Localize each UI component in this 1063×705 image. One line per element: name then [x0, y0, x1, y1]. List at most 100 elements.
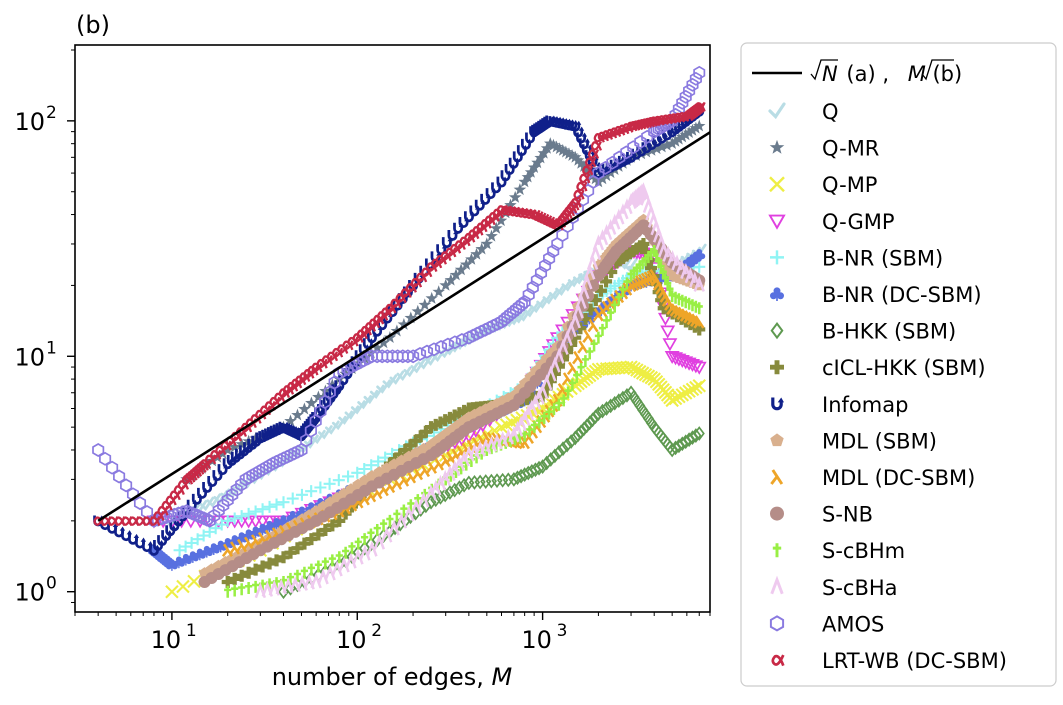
trail-point — [407, 499, 415, 512]
trail-point — [373, 523, 381, 536]
trail-point — [395, 512, 408, 529]
trail-point — [342, 470, 355, 483]
trail-point — [611, 300, 619, 313]
legend-marker — [769, 615, 785, 632]
trail-point — [270, 498, 283, 511]
trail-point — [511, 420, 524, 437]
trail-point — [604, 218, 617, 235]
data-point — [439, 454, 451, 468]
y-tick-exponent: 1 — [46, 338, 57, 358]
trail-point — [439, 469, 451, 486]
data-point — [277, 551, 290, 564]
sqrt-symbol-n — [810, 59, 838, 81]
legend-item-q-gmp: Q-GMP — [768, 210, 895, 234]
data-point — [295, 443, 308, 457]
trail-point — [590, 140, 602, 151]
trail-point — [286, 492, 299, 505]
data-point — [693, 249, 706, 261]
trail-point — [291, 408, 304, 421]
data-point — [648, 124, 661, 139]
trail-point — [617, 203, 629, 220]
trail-point — [613, 393, 625, 409]
trail-point — [295, 375, 307, 386]
legend-marker — [770, 287, 784, 301]
y-tick-exponent: 2 — [46, 103, 57, 123]
trail-point — [586, 253, 599, 270]
legend-item-s-nb: S-NB — [770, 503, 873, 527]
trail-point — [533, 388, 545, 405]
trail-point — [430, 492, 442, 508]
legend-item-q: Q — [768, 100, 839, 124]
series-infomap — [93, 105, 706, 556]
legend-marker — [770, 321, 784, 340]
trail-point — [187, 574, 201, 589]
trail-point — [479, 322, 492, 337]
trail-point — [584, 415, 596, 431]
trail-point — [530, 420, 539, 433]
trail-point — [168, 507, 181, 522]
trail-point — [298, 537, 311, 550]
trail-point — [256, 503, 269, 516]
data-point — [567, 273, 583, 288]
trail-point — [226, 487, 239, 502]
legend-item-s-cbha: S-cBHa — [770, 575, 898, 600]
legend-marker — [770, 433, 784, 447]
trail-point — [203, 525, 216, 538]
trail-point — [377, 336, 390, 349]
y-tick-label: 10 — [14, 108, 45, 136]
trail-point — [228, 572, 241, 585]
data-point — [592, 406, 604, 422]
trail-point — [309, 414, 322, 429]
data-point — [693, 65, 706, 80]
trail-point — [453, 455, 466, 472]
trail-point — [550, 403, 558, 416]
trail-point — [494, 214, 508, 227]
trail-point — [660, 138, 674, 151]
trail-point — [606, 155, 619, 170]
trail-point — [512, 300, 525, 314]
trail-point — [411, 466, 424, 481]
data-point — [693, 275, 705, 292]
trail-point — [562, 147, 576, 160]
trail-point — [556, 143, 569, 156]
trail-point — [599, 160, 612, 175]
trail-point — [208, 508, 221, 523]
data-point — [637, 237, 650, 250]
trail-point — [256, 560, 269, 573]
trail-point — [372, 455, 385, 468]
trail-point — [596, 172, 609, 185]
trail-point — [460, 258, 473, 270]
trail-point — [445, 451, 457, 465]
trail-point — [470, 247, 483, 260]
trail-point — [596, 403, 609, 419]
trail-point — [361, 351, 374, 366]
trail-point — [530, 273, 543, 288]
trail-point — [529, 393, 542, 410]
trail-point — [561, 437, 573, 453]
trail-point — [401, 349, 414, 364]
trail-point — [686, 77, 699, 92]
trail-point — [565, 149, 579, 161]
trail-point — [508, 190, 522, 203]
data-point — [386, 514, 394, 527]
trail-point — [689, 380, 703, 395]
data-point — [570, 197, 582, 208]
trail-point — [578, 267, 593, 282]
trail-point — [291, 444, 304, 459]
trail-point — [573, 370, 581, 383]
trail-point — [578, 421, 590, 437]
data-point — [366, 540, 378, 557]
data-point — [694, 101, 706, 112]
trail-point — [448, 460, 461, 477]
trail-point — [284, 546, 297, 559]
trail-point — [242, 566, 255, 579]
data-point — [569, 150, 582, 163]
trail-point — [293, 569, 302, 582]
trail-point — [545, 407, 553, 420]
trail-point — [582, 165, 594, 176]
data-point — [692, 378, 706, 393]
trail-point — [284, 414, 297, 427]
legend-marker — [770, 575, 784, 595]
trail-point — [600, 169, 613, 182]
